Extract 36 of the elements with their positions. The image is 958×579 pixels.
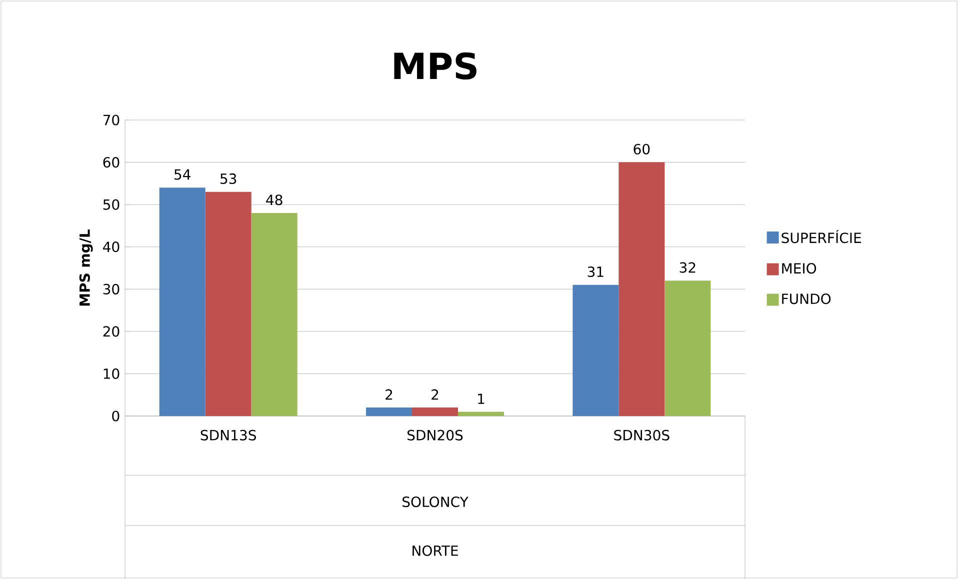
bar (205, 192, 252, 416)
y-axis-title: MPS mg/L (79, 230, 93, 306)
data-label: 1 (478, 394, 484, 404)
x-tick-label: SDN30S (614, 430, 670, 440)
legend-label: FUNDO (782, 294, 831, 304)
data-label: 54 (174, 169, 190, 180)
bar (251, 213, 298, 416)
data-label: 2 (386, 389, 392, 400)
bar (366, 408, 412, 416)
chart-title: MPS (394, 52, 476, 80)
data-label: 2 (432, 389, 438, 400)
bar (572, 284, 619, 416)
data-label: 48 (266, 194, 282, 206)
y-tick-label: 60 (103, 156, 120, 168)
data-label: 31 (588, 266, 604, 278)
data-label: 60 (634, 144, 650, 154)
text: NORTE (412, 545, 458, 556)
bar (412, 408, 458, 416)
legend-label: SUPERFÍCIE (782, 230, 861, 244)
bar (664, 280, 711, 416)
y-tick-label: 20 (103, 326, 120, 337)
y-tick-label: 0 (112, 410, 120, 422)
x-tick-label: SDN13S (200, 430, 256, 440)
data-label: 32 (680, 262, 696, 273)
y-tick-label: 30 (103, 284, 120, 294)
y-tick-label: 10 (104, 368, 120, 380)
y-tick-label: 70 (103, 114, 120, 126)
text: SOLONCY (402, 496, 468, 508)
x-tick-label: SDN20S (408, 430, 463, 440)
legend-label: MEIO (782, 263, 816, 274)
y-tick-label: 50 (103, 199, 120, 210)
y-tick-label: 40 (103, 242, 120, 252)
bar (618, 162, 665, 416)
data-label: 53 (220, 173, 236, 184)
bar (458, 412, 504, 416)
bar (159, 188, 206, 416)
